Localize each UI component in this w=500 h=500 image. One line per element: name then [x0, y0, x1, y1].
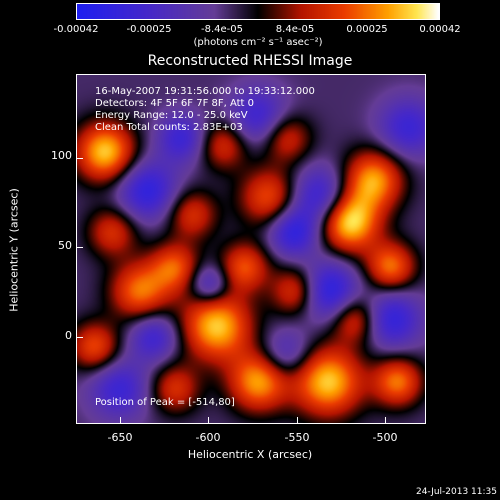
- colorbar-unit-label: (photons cm⁻² s⁻¹ asec⁻²): [193, 37, 323, 48]
- detectors-text: Detectors: 4F 5F 6F 7F 8F, Att 0: [95, 98, 255, 109]
- timestamp: 24-Jul-2013 11:35: [415, 487, 497, 497]
- plot-area: [76, 74, 426, 424]
- rhessi-heatmap-image: [77, 75, 425, 423]
- colorbar-tick-label: -0.00042: [53, 24, 99, 35]
- y-tick-mark: [76, 247, 83, 248]
- y-tick-label: 100: [51, 149, 72, 162]
- y-tick-label: 50: [58, 239, 72, 252]
- y-tick-mark: [76, 337, 83, 338]
- energy-range-text: Energy Range: 12.0 - 25.0 keV: [95, 110, 248, 121]
- colorbar-tick-label: 0.00042: [419, 24, 461, 35]
- x-axis-label: Heliocentric X (arcsec): [187, 448, 313, 461]
- x-tick-mark: [385, 417, 386, 424]
- plot-title: Reconstructed RHESSI Image: [147, 53, 353, 69]
- y-tick-mark: [76, 158, 83, 159]
- colorbar: [76, 3, 440, 20]
- x-tick-mark: [120, 417, 121, 424]
- y-tick-label: 0: [65, 329, 72, 342]
- y-axis-label: Heliocentric Y (arcsec): [7, 188, 21, 312]
- colorbar-tick-label: 8.4e-05: [275, 24, 315, 35]
- x-tick-mark: [208, 417, 209, 424]
- time-range-text: 16-May-2007 19:31:56.000 to 19:33:12.000: [95, 86, 315, 97]
- colorbar-tick-label: 0.00025: [346, 24, 388, 35]
- x-tick-label: -650: [107, 431, 133, 444]
- x-tick-label: -600: [195, 431, 221, 444]
- x-tick-mark: [297, 417, 298, 424]
- x-tick-label: -550: [284, 431, 310, 444]
- colorbar-tick-label: -0.00025: [126, 24, 172, 35]
- peak-position-text: Position of Peak = [-514,80]: [95, 397, 235, 408]
- x-tick-label: -500: [372, 431, 398, 444]
- clean-counts-text: Clean Total counts: 2.83E+03: [95, 122, 243, 133]
- colorbar-tick-label: -8.4e-05: [201, 24, 243, 35]
